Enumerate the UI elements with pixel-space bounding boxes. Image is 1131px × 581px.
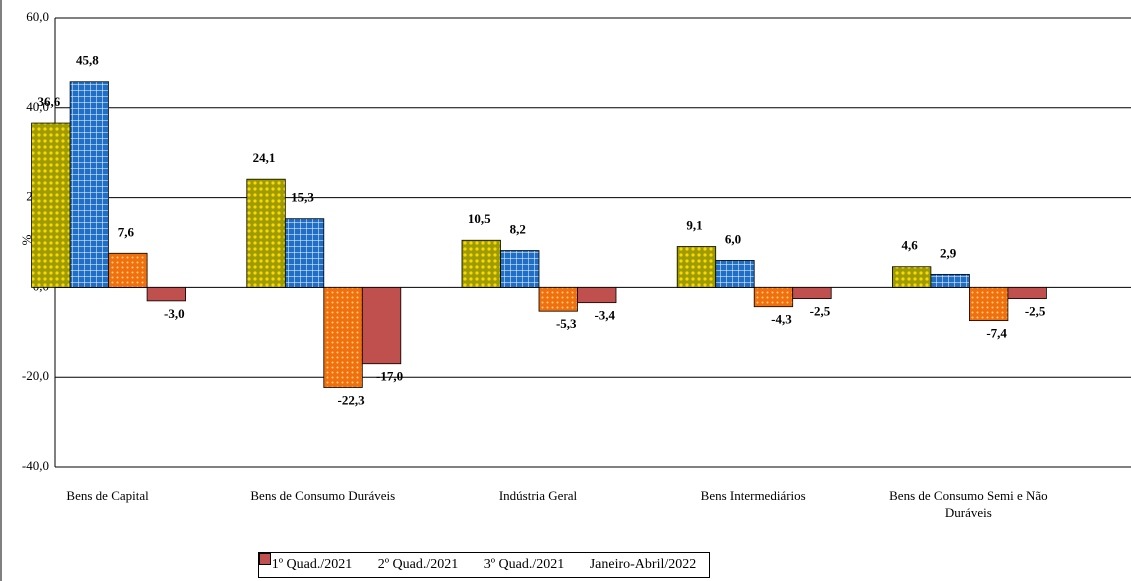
data-label: -2,5 xyxy=(1025,304,1046,319)
data-label: -2,5 xyxy=(810,304,831,319)
y-tick-label: 60,0 xyxy=(26,9,49,24)
bar xyxy=(969,286,1009,322)
bar xyxy=(753,286,794,308)
x-tick-label: Bens de Consumo Duráveis xyxy=(250,488,396,503)
data-label: -5,3 xyxy=(556,316,577,331)
bar xyxy=(892,266,932,288)
data-label: -3,0 xyxy=(164,306,185,321)
bar xyxy=(461,239,501,288)
legend-label: Janeiro-Abril/2022 xyxy=(589,557,697,572)
bar xyxy=(500,250,540,288)
x-tick-label: Bens de Consumo Semi e Não Duráveis xyxy=(889,488,1048,520)
bar xyxy=(715,260,755,288)
data-label: 6,0 xyxy=(725,231,741,246)
x-tick-label: Indústria Geral xyxy=(498,488,578,503)
x-tick-label: Bens Intermediários xyxy=(700,488,806,503)
data-label: 15,3 xyxy=(291,190,314,205)
bar xyxy=(361,286,402,365)
x-tick-label: Bens de Capital xyxy=(66,488,149,503)
bar xyxy=(246,178,286,288)
bar xyxy=(792,286,832,300)
data-label: 2,9 xyxy=(940,245,957,260)
data-label: 36,6 xyxy=(37,94,60,109)
bar xyxy=(676,246,717,288)
legend-label: 2º Quad./2021 xyxy=(377,557,459,572)
bar xyxy=(1007,286,1047,300)
legend: 1º Quad./2021 2º Quad./2021 3º Quad./2021 J… xyxy=(258,552,710,578)
bar xyxy=(323,286,363,388)
data-label: 7,6 xyxy=(118,224,135,239)
legend-swatch xyxy=(259,553,271,565)
legend-item: 3º Quad./2021 xyxy=(259,553,565,573)
bar xyxy=(69,81,109,288)
legend-label: 1º Quad./2021 xyxy=(271,557,353,572)
y-tick-label: -20,0 xyxy=(22,368,49,383)
y-tick-label: 40,0 xyxy=(26,99,49,114)
bar xyxy=(284,218,325,288)
bar xyxy=(930,273,970,288)
legend-item: 1º Quad./2021 xyxy=(259,553,353,573)
y-axis-label: % xyxy=(19,234,34,245)
data-label: 45,8 xyxy=(76,53,99,68)
data-label: -3,4 xyxy=(594,308,615,323)
data-label: -17,0 xyxy=(376,369,403,384)
bar xyxy=(31,122,71,288)
data-label: 10,5 xyxy=(468,211,491,226)
data-label: -4,3 xyxy=(771,312,792,327)
data-label: 24,1 xyxy=(253,150,276,165)
bar xyxy=(538,286,578,312)
bar xyxy=(108,252,148,288)
y-tick-label: -40,0 xyxy=(22,458,49,473)
data-label: -22,3 xyxy=(338,393,366,408)
data-label: 8,2 xyxy=(510,222,526,237)
bar xyxy=(577,286,617,304)
legend-item: 2º Quad./2021 xyxy=(259,553,459,573)
legend-item: Janeiro-Abril/2022 xyxy=(259,553,697,573)
data-label: 9,1 xyxy=(686,218,702,233)
data-label: -7,4 xyxy=(986,326,1007,341)
data-label: 4,6 xyxy=(902,238,919,253)
bar xyxy=(146,286,187,302)
legend-label: 3º Quad./2021 xyxy=(483,557,565,572)
